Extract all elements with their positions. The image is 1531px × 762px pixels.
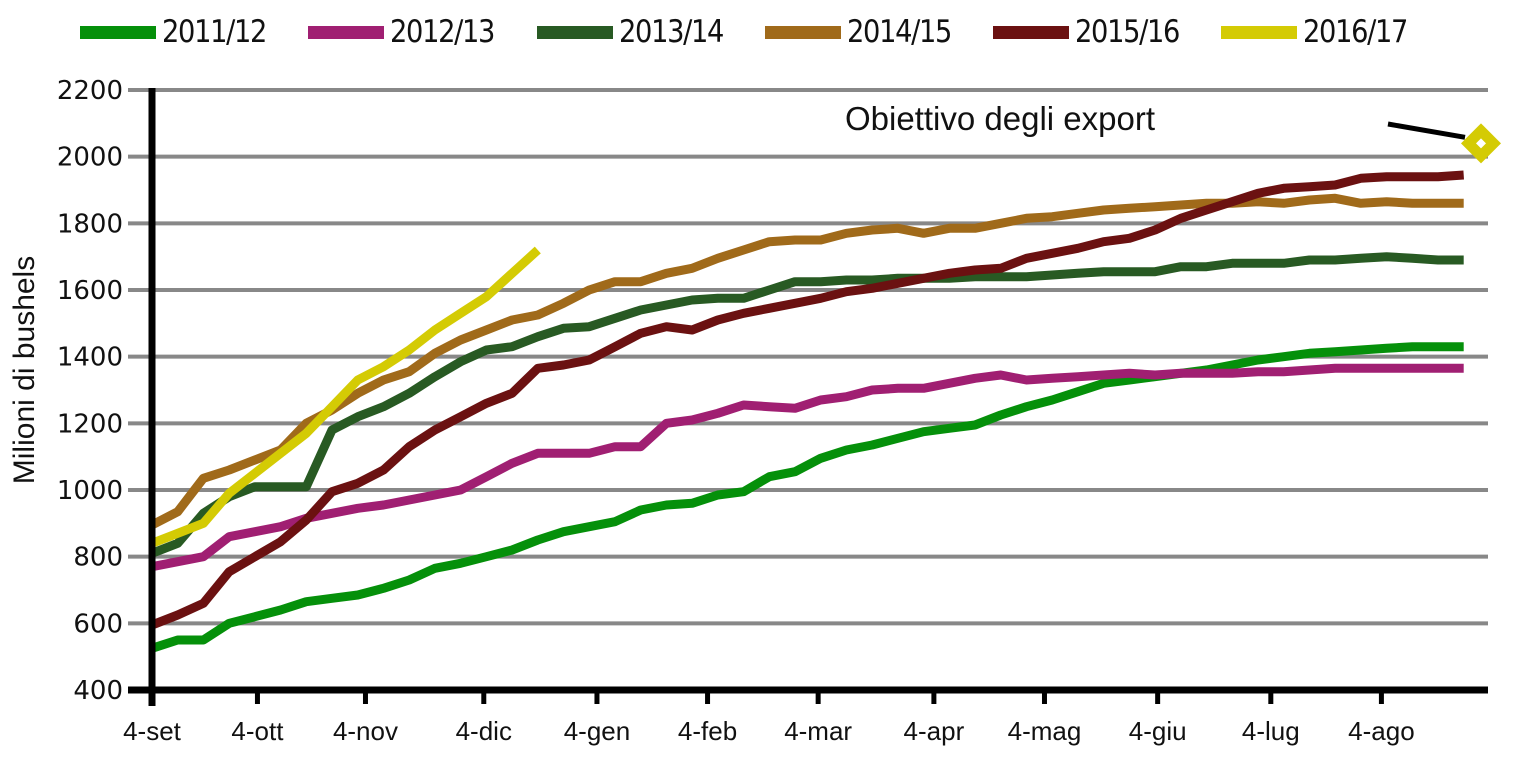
legend-swatch	[993, 25, 1070, 39]
y-tick-label: 400	[73, 676, 123, 706]
x-tick-label: 4-mag	[1008, 716, 1082, 746]
legend-label: 2014/15	[846, 14, 952, 50]
legend-swatch	[764, 25, 841, 39]
x-tick-label: 4-gen	[564, 716, 631, 746]
y-tick-label: 1000	[57, 476, 123, 506]
legend-swatch	[536, 25, 613, 39]
legend-label: 2015/16	[1075, 14, 1180, 50]
x-tick-label: 4-dic	[456, 716, 512, 746]
x-tick-label: 4-giu	[1129, 716, 1187, 746]
legend-item-2015-16: 2015/16	[993, 14, 1193, 50]
legend-item-2014-15: 2014/15	[764, 14, 965, 50]
legend-label: 2016/17	[1303, 14, 1408, 50]
x-tick-label: 4-lug	[1242, 716, 1300, 746]
series-line-2014-15	[149, 193, 1464, 529]
y-tick-label: 1400	[57, 343, 123, 373]
series-line-2011-12	[150, 342, 1464, 653]
y-tick-label: 600	[73, 609, 123, 639]
legend-swatch	[1221, 25, 1298, 39]
legend-item-2011-12: 2011/12	[80, 14, 280, 50]
gridlines	[128, 88, 1488, 626]
y-tick-label: 2200	[57, 76, 123, 106]
legend-swatch	[80, 25, 156, 39]
x-tick-label: 4-feb	[678, 716, 737, 746]
series-line-2012-13	[151, 363, 1464, 572]
x-tick-label: 4-ago	[1348, 716, 1415, 746]
y-tick-label: 2000	[57, 143, 123, 173]
x-axis-ticks: 4-set 4-ott 4-nov 4-dic 4-gen 4-feb 4-mar 4-apr…	[123, 690, 1415, 746]
legend-item-2016-17: 2016/17	[1221, 14, 1421, 50]
legend-swatch	[308, 25, 385, 39]
x-tick-label: 4-set	[123, 716, 182, 746]
diamond-marker-center	[1476, 138, 1486, 149]
chart-legend: 2011/12 2012/13 2013/14 2014/15 2015/16 …	[80, 12, 1450, 52]
y-tick-label: 1800	[57, 209, 123, 239]
series-line-2016-17	[150, 246, 541, 548]
x-tick-label: 4-nov	[333, 716, 398, 746]
export-target-annotation: Obiettivo degli export	[845, 100, 1155, 137]
legend-item-2012-13: 2012/13	[308, 14, 508, 50]
y-tick-label: 1600	[57, 276, 123, 306]
export-target-marker	[1387, 121, 1501, 164]
annotation-leader-line	[1387, 121, 1466, 140]
x-tick-label: 4-apr	[904, 716, 965, 746]
y-tick-label: 800	[73, 543, 123, 573]
y-axis-ticks: 400 600 800 1000 1200 1400 1600 1800 2000 2200	[57, 76, 123, 706]
axes	[128, 88, 1488, 706]
legend-label: 2011/12	[162, 14, 267, 50]
legend-item-2013-14: 2013/14	[536, 14, 737, 50]
series-line-2015-16	[150, 170, 1464, 630]
x-tick-label: 4-ott	[231, 716, 284, 746]
legend-label: 2012/13	[390, 14, 495, 50]
series-line-2013-14	[150, 252, 1464, 558]
y-tick-label: 1200	[57, 409, 123, 439]
legend-label: 2013/14	[618, 14, 724, 50]
x-tick-label: 4-mar	[784, 716, 852, 746]
series-lines	[149, 170, 1464, 653]
y-axis-label: Milioni di bushels	[8, 256, 41, 484]
